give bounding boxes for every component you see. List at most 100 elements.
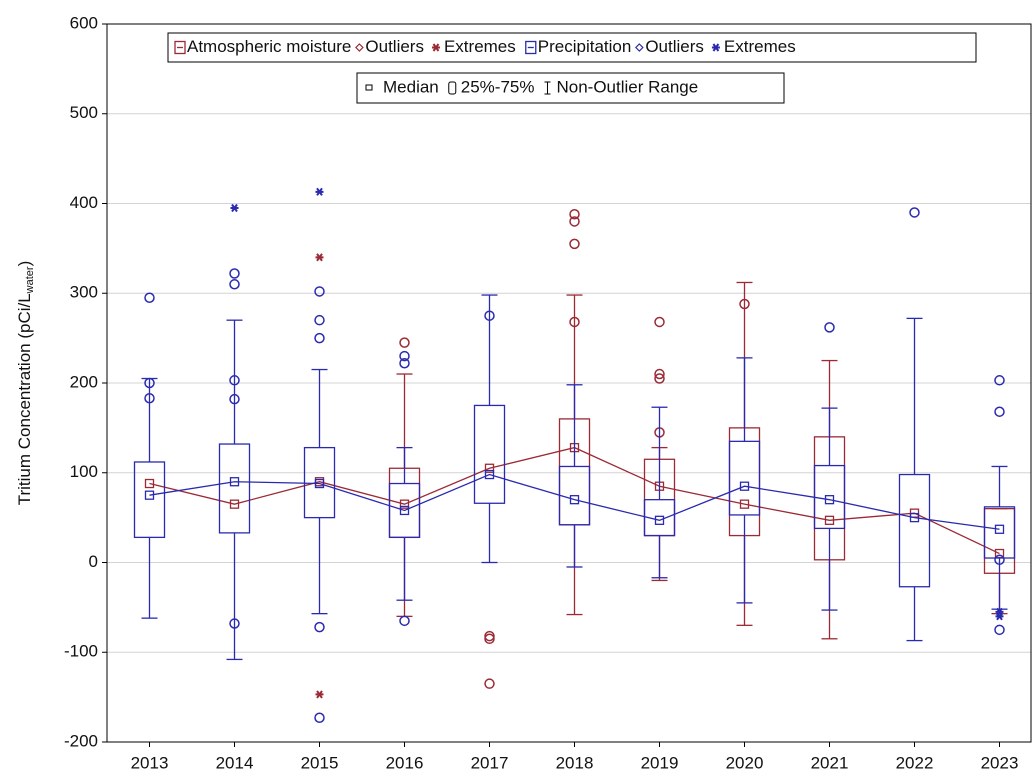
- outlier: [314, 286, 325, 297]
- outlier: [229, 375, 240, 386]
- x-tick-label: 2019: [641, 753, 679, 772]
- legend-label: Extremes: [724, 37, 796, 56]
- legend-label: Non-Outlier Range: [556, 77, 698, 96]
- legend-label: Precipitation: [538, 37, 632, 56]
- box: [898, 473, 931, 588]
- y-tick-label: 600: [70, 13, 98, 32]
- outlier: [314, 332, 325, 344]
- legend-label: 25%-75%: [461, 77, 535, 96]
- x-tick-label: 2016: [386, 753, 424, 772]
- outlier: [314, 712, 325, 724]
- y-tick-label: -100: [64, 642, 98, 661]
- box: [813, 464, 846, 530]
- y-label-end: ): [15, 261, 34, 267]
- median-marker: [144, 490, 155, 500]
- legend-label: Outliers: [365, 37, 424, 56]
- outlier: [824, 322, 835, 333]
- median-marker: [909, 512, 920, 523]
- legend-label: Median: [383, 77, 439, 96]
- outlier: [484, 678, 495, 689]
- x-tick-label: 2021: [811, 753, 849, 772]
- legend-frame: [167, 32, 977, 63]
- median-marker: [824, 515, 835, 525]
- legend-label: Atmospheric moisture: [187, 37, 351, 56]
- median-marker: [739, 481, 750, 491]
- outlier: [229, 268, 240, 279]
- extreme: [230, 203, 239, 213]
- outlier: [909, 207, 920, 218]
- legend-label: Outliers: [645, 37, 704, 56]
- outlier: [484, 310, 495, 321]
- median-marker: [399, 499, 410, 509]
- median-marker: [484, 469, 495, 480]
- box: [558, 465, 591, 526]
- median-marker: [739, 499, 750, 509]
- outlier: [399, 615, 410, 627]
- median-marker: [994, 524, 1005, 534]
- outlier: [994, 624, 1005, 636]
- y-tick-label: 100: [70, 462, 98, 481]
- y-tick-label: 400: [70, 193, 98, 212]
- outlier: [314, 621, 325, 633]
- outlier: [994, 406, 1005, 417]
- x-tick-label: 2015: [301, 753, 339, 772]
- legend-label: Extremes: [444, 37, 516, 56]
- outlier: [654, 316, 665, 328]
- median-marker: [144, 478, 155, 489]
- outlier: [144, 377, 155, 389]
- median-marker: [229, 499, 240, 509]
- x-tick-label: 2013: [131, 753, 169, 772]
- legend-box-icon: [525, 40, 537, 55]
- legend-whisker-icon: [544, 81, 551, 95]
- extreme: [315, 253, 324, 262]
- y-axis-label: Tritium Concentration (pCi/Lwater): [15, 261, 35, 506]
- legend-outlier-icon: [634, 43, 644, 52]
- plot-frame: [106, 23, 1032, 743]
- extreme: [315, 187, 324, 196]
- outlier: [994, 554, 1005, 566]
- x-tick-label: 2020: [726, 753, 764, 772]
- box: [473, 404, 506, 504]
- x-tick-label: 2014: [216, 753, 254, 772]
- y-label-sub: water: [24, 266, 36, 294]
- extreme: [995, 612, 1004, 621]
- outlier: [569, 316, 580, 328]
- outlier: [399, 337, 410, 348]
- series-0: [144, 209, 1016, 699]
- outlier: [654, 373, 665, 384]
- outlier: [144, 393, 155, 404]
- box: [643, 499, 676, 537]
- outlier: [654, 368, 665, 380]
- outlier: [144, 292, 155, 303]
- y-tick-label: 0: [89, 552, 98, 571]
- median-marker: [229, 477, 240, 487]
- median-marker: [484, 463, 495, 473]
- outlier: [399, 358, 410, 369]
- outlier: [229, 618, 240, 629]
- legend-box-icon: [174, 40, 186, 55]
- outlier: [399, 350, 410, 362]
- box: [303, 446, 336, 519]
- box: [218, 443, 251, 534]
- series-1: [133, 187, 1016, 724]
- box: [728, 440, 761, 516]
- y-tick-label: 300: [70, 283, 98, 302]
- x-tick-label: 2018: [556, 753, 594, 772]
- y-tick-label: -200: [64, 731, 98, 750]
- median-line: [149, 473, 1000, 530]
- median-marker: [399, 505, 410, 516]
- x-tick-label: 2022: [896, 753, 934, 772]
- outlier: [569, 209, 580, 220]
- median-marker: [824, 495, 835, 505]
- outlier: [229, 279, 240, 290]
- legend-median-icon: [365, 84, 373, 91]
- y-tick-label: 200: [70, 372, 98, 391]
- outlier: [569, 216, 580, 227]
- outlier: [484, 633, 495, 645]
- box: [388, 482, 421, 539]
- x-tick-label: 2017: [471, 753, 509, 772]
- outlier: [314, 314, 325, 326]
- median-marker: [569, 495, 580, 505]
- outlier: [739, 298, 750, 310]
